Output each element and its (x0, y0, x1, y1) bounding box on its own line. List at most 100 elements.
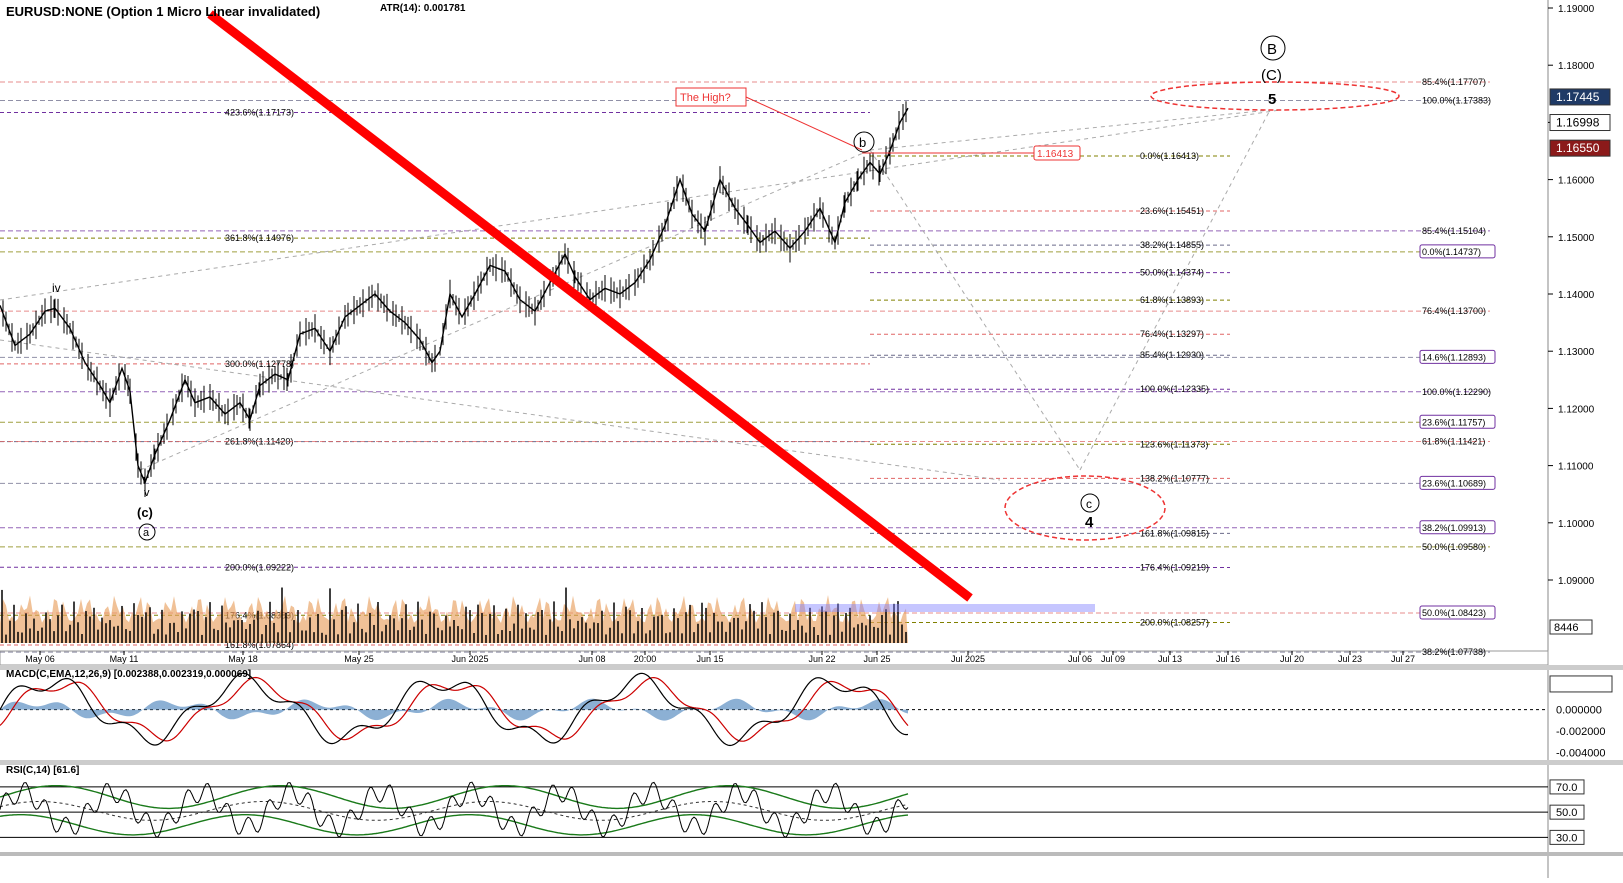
x-tick-label: Jun 08 (578, 654, 605, 664)
wave-label-v: v (144, 487, 150, 499)
projection-line (869, 109, 1271, 151)
fib-label-right: 23.6%(1.10689) (1422, 478, 1486, 488)
rsi-tick-label: 70.0 (1556, 782, 1577, 794)
fib-label-left: 361.8%(1.14976) (225, 233, 294, 243)
fib-label-left: 423.6%(1.17173) (225, 108, 294, 118)
rsi-tick-label: 30.0 (1556, 832, 1577, 844)
wave-circle-b (853, 131, 875, 153)
wave-label-iv: iv (52, 281, 61, 295)
fib-label-mid: 161.8%(1.09815) (1140, 528, 1209, 538)
panel-divider-2 (0, 760, 1623, 765)
projection-line (0, 339, 1001, 481)
volume-profile-band (795, 604, 1095, 612)
atr-label: ATR(14): 0.001781 (380, 3, 466, 14)
fib-label-left: 200.0%(1.09222) (225, 562, 294, 572)
fib-label-right: 100.0%(1.17383) (1422, 95, 1491, 105)
y-tick-label: 1.18000 (1558, 61, 1595, 72)
price-badge (1549, 139, 1611, 157)
macd-histogram (0, 698, 908, 721)
the-high-pointer (745, 96, 863, 151)
fib-label-box (1419, 414, 1496, 429)
y-tick-label: 1.16000 (1558, 176, 1595, 187)
rsi-line (0, 781, 909, 838)
y-tick-label: 1.10000 (1558, 519, 1595, 530)
wave-circle-c (1080, 493, 1100, 513)
x-tick-label: May 25 (344, 654, 374, 664)
x-tick-label: Jul 23 (1338, 654, 1362, 664)
macd-tick-label: -0.004000 (1556, 748, 1606, 760)
fib-label-left: 161.8%(1.07864) (225, 640, 294, 650)
volume-area (0, 595, 908, 643)
rsi-badge (1549, 779, 1585, 795)
fib-label-mid: 0.0%(1.16413) (1140, 151, 1199, 161)
x-tick-label: Jul 20 (1280, 654, 1304, 664)
wave-label-4: 4 (1085, 514, 1094, 531)
target-ellipse-5 (1150, 81, 1400, 111)
fib-label-box (1419, 605, 1496, 620)
fib-label-mid: 50.0%(1.14374) (1140, 268, 1204, 278)
fib-label-mid: 200.0%(1.08257) (1140, 617, 1209, 627)
fib-label-right: 14.6%(1.12893) (1422, 352, 1486, 362)
rsi-badge (1549, 804, 1585, 820)
price-badge (1549, 114, 1611, 132)
fib-label-right: 38.2%(1.07738) (1422, 647, 1486, 657)
wave-label-B: B (1267, 41, 1277, 58)
x-tick-label: Jul 06 (1068, 654, 1092, 664)
fib-label-mid: 23.6%(1.15451) (1140, 206, 1204, 216)
fib-label-box (1419, 349, 1496, 364)
fib-label-right: 85.4%(1.15104) (1422, 226, 1486, 236)
wave-circle-a (138, 523, 156, 541)
x-tick-label: Jun 15 (696, 654, 723, 664)
chart-title: EURUSD:NONE (Option 1 Micro Linear inval… (6, 4, 321, 19)
volume-badge-label: 8446 (1554, 622, 1578, 634)
x-tick-label: Jun 2025 (451, 654, 488, 664)
fib-label-mid: 38.2%(1.14855) (1140, 240, 1204, 250)
panel-divider-1 (0, 665, 1623, 670)
x-tick-label: Jul 13 (1158, 654, 1182, 664)
fib-label-mid: 123.6%(1.11373) (1140, 439, 1208, 449)
y-tick-label: 1.15000 (1558, 233, 1595, 244)
target-ellipse-4 (1004, 475, 1166, 541)
macd-tick-label: 0.000000 (1556, 705, 1602, 717)
fib-label-right: 38.2%(1.09913) (1422, 523, 1486, 533)
macd-tick-label: -0.002000 (1556, 726, 1606, 738)
fib-label-box (1419, 475, 1496, 490)
the-high-label: The High? (680, 92, 731, 104)
high-level-box (1033, 145, 1081, 161)
wave-circle-B (1260, 35, 1286, 61)
wave-label-5: 5 (1268, 91, 1276, 108)
price-badge-label: 1.16998 (1556, 116, 1600, 130)
fib-label-mid: 138.2%(1.10777) (1140, 473, 1209, 483)
rsi-title: RSI(C,14) [61.6] (6, 765, 80, 776)
fib-label-right: 0.0%(1.14737) (1422, 247, 1481, 257)
fib-label-box (1419, 244, 1496, 259)
x-tick-label: Jul 2025 (951, 654, 985, 664)
price-badge (1549, 88, 1611, 106)
projection-line (1079, 109, 1271, 471)
rsi-badge (1549, 829, 1585, 845)
fib-label-mid: 176.4%(1.09219) (1140, 562, 1209, 572)
y-tick-label: 1.11000 (1558, 462, 1594, 473)
macd-badge (1549, 675, 1613, 693)
x-tick-label: May 06 (25, 654, 55, 664)
fib-label-right: 76.4%(1.13700) (1422, 306, 1486, 316)
x-tick-label: Jun 25 (863, 654, 890, 664)
fib-label-mid: 100.0%(1.12335) (1140, 384, 1209, 394)
fib-label-mid: 85.4%(1.12930) (1140, 350, 1204, 360)
y-tick-label: 1.09000 (1558, 576, 1595, 587)
fib-label-left: 300.0%(1.12778) (225, 359, 294, 369)
wave-label-c-paren: (c) (137, 505, 153, 520)
fib-label-right: 50.0%(1.08423) (1422, 608, 1486, 618)
y-tick-label: 1.13000 (1558, 347, 1595, 358)
price-badge-label: 1.16550 (1556, 141, 1600, 155)
volume-badge (1549, 619, 1593, 635)
price-badge-label: 1.17445 (1556, 90, 1600, 104)
x-tick-label: Jul 27 (1391, 654, 1415, 664)
x-tick-label: Jul 16 (1216, 654, 1240, 664)
macd-line (0, 672, 909, 747)
x-tick-label: May 11 (110, 654, 139, 664)
rsi-lower-band (0, 814, 909, 836)
wave-label-b: b (859, 135, 866, 150)
